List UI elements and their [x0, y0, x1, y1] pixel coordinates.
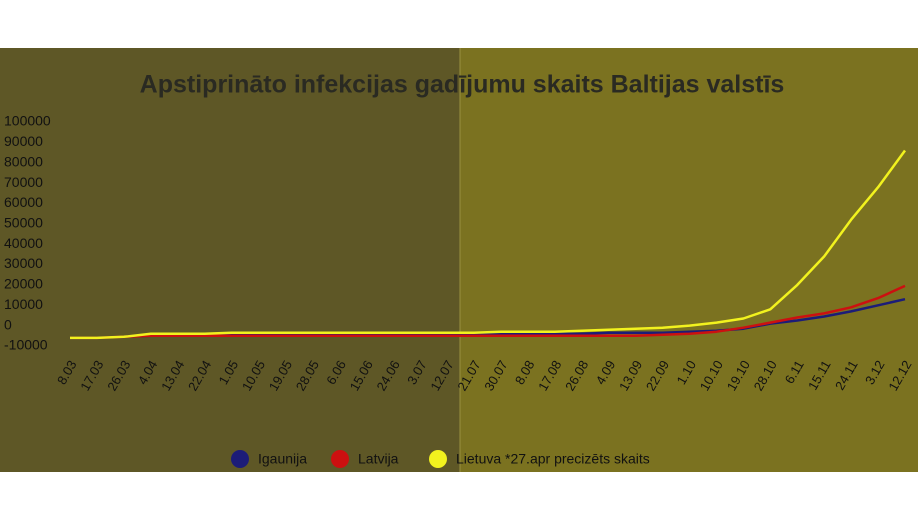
legend-swatch [331, 450, 349, 468]
series-line [70, 149, 907, 340]
period-shade [0, 48, 460, 472]
y-tick-label: 70000 [4, 174, 43, 190]
y-tick-label: -10000 [4, 337, 48, 353]
y-tick-label: 20000 [4, 276, 43, 292]
y-tick-label: 80000 [4, 153, 43, 169]
series-line [70, 284, 906, 340]
legend-label: Latvija [358, 451, 399, 467]
legend-label: Igaunija [258, 451, 307, 467]
legend-swatch [429, 450, 447, 468]
y-tick-label: 50000 [4, 215, 43, 231]
y-tick-label: 10000 [4, 296, 43, 312]
y-tick-label: 90000 [4, 133, 43, 149]
y-tick-label: 0 [4, 316, 12, 332]
y-tick-label: 40000 [4, 235, 43, 251]
legend-swatch [231, 450, 249, 468]
legend-label: Lietuva *27.apr precizēts skaits [456, 451, 650, 467]
chart-title: Apstiprināto infekcijas gadījumu skaits … [140, 71, 785, 99]
y-tick-label: 60000 [4, 194, 43, 210]
y-tick-label: 30000 [4, 255, 43, 271]
y-tick-label: 100000 [4, 113, 51, 129]
